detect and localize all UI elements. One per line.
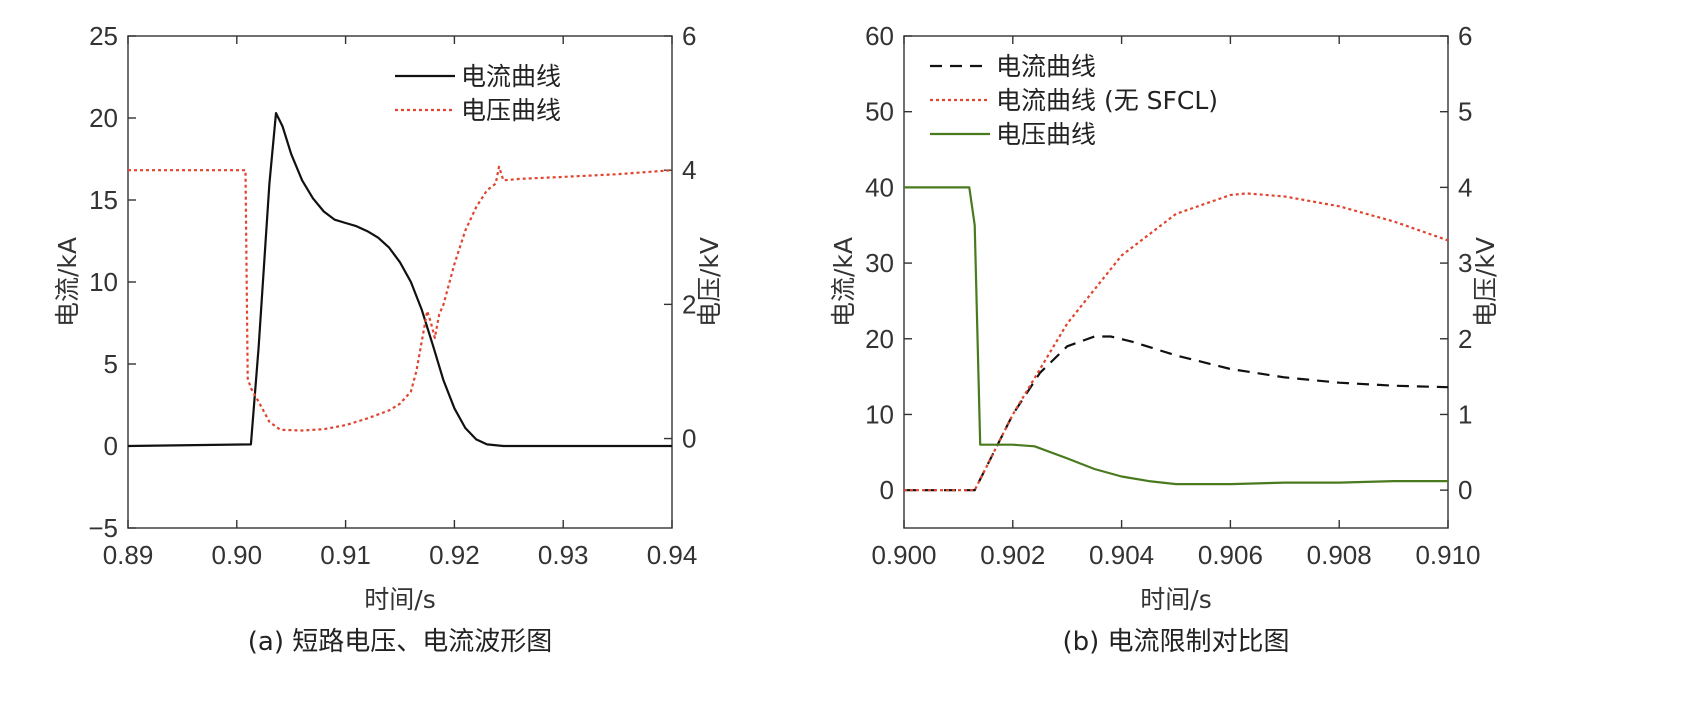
plot-frame [903,35,1449,529]
y2-tick-label: 4 [1458,172,1472,202]
panel-a: 0.89 0.90 0.91 0.92 0.93 0.94 −5 0 5 10 15 20 25 0 2 4 6… [53,21,724,657]
y2-tick-label: 3 [1458,248,1472,278]
panel-b: 0.900 0.902 0.904 0.906 0.908 0.9100102030405… [829,21,1500,657]
legend-label-0: 电流曲线 [996,52,1096,81]
y-tick-label: 15 [89,185,118,215]
y2-axis-title: 电压/kV [695,237,724,327]
y-tick-label: 0 [104,431,118,461]
x-tick-label: 0.904 [1089,540,1154,570]
y-tick-label: 25 [89,21,118,51]
series-line-2 [904,186,1448,486]
legend-label-0: 电流曲线 [461,62,561,91]
y2-tick-label: 1 [1458,399,1472,429]
legend-label-1: 电流曲线 (无 SFCL) [996,86,1218,115]
x-tick-label: 0.93 [538,540,589,570]
y2-tick-label: 6 [1458,21,1472,51]
y-tick-label: 5 [104,349,118,379]
x-tick-label: 0.91 [320,540,371,570]
x-tick-label: 0.906 [1198,540,1263,570]
y-tick-label: 20 [865,324,894,354]
legend-label-1: 电压曲线 [461,96,561,125]
y2-axis-title: 电压/kV [1471,237,1500,327]
x-tick-label: 0.89 [103,540,154,570]
y-axis-title: 电流/kA [829,237,858,327]
y-tick-label: 30 [865,248,894,278]
y-tick-label: −5 [88,513,118,543]
y2-tick-label: 4 [682,155,696,185]
y-tick-label: 0 [880,475,894,505]
y-axis-title: 电流/kA [53,237,82,327]
y-tick-label: 10 [865,399,894,429]
panel-caption: (a) 短路电压、电流波形图 [248,627,553,657]
y2-tick-label: 2 [1458,324,1472,354]
y2-tick-label: 0 [682,424,696,454]
x-tick-label: 0.908 [1307,540,1372,570]
x-tick-label: 0.900 [871,540,936,570]
plot-frame [127,35,673,529]
y2-tick-label: 2 [682,289,696,319]
series-line-1 [904,192,1449,492]
x-tick-label: 0.910 [1415,540,1480,570]
y-tick-label: 20 [89,103,118,133]
x-tick-label: 0.92 [429,540,480,570]
series-line-1 [128,165,673,432]
y2-tick-label: 6 [682,21,696,51]
y-tick-label: 40 [865,172,894,202]
y-tick-label: 50 [865,97,894,127]
x-tick-label: 0.902 [980,540,1045,570]
x-axis-title: 时间/s [1140,585,1211,614]
y-tick-label: 10 [89,267,118,297]
y-tick-label: 60 [865,21,894,51]
x-tick-label: 0.94 [647,540,698,570]
x-tick-label: 0.90 [211,540,262,570]
series-line-0 [127,111,672,448]
panel-caption: (b) 电流限制对比图 [1062,627,1289,657]
y2-tick-label: 5 [1458,97,1472,127]
y2-tick-label: 0 [1458,475,1472,505]
legend-label-2: 电压曲线 [996,120,1096,149]
x-axis-title: 时间/s [364,585,435,614]
